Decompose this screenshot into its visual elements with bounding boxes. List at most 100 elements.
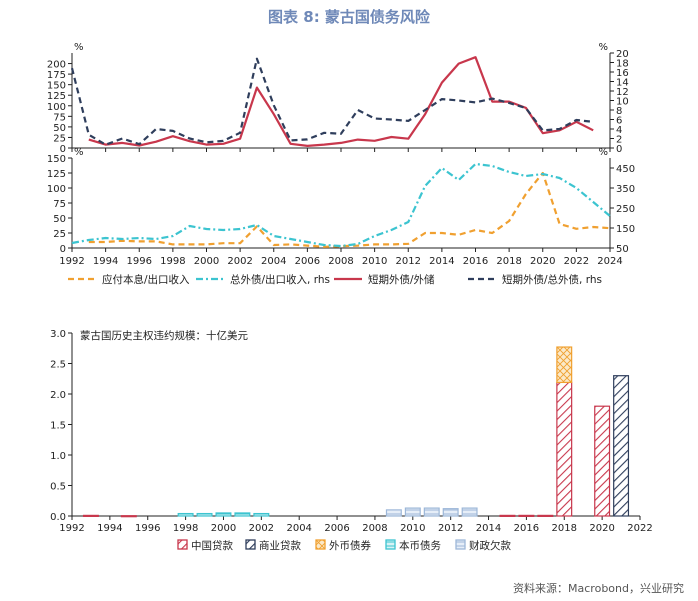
bar xyxy=(215,512,232,517)
x-tick-label: 2020 xyxy=(589,523,614,534)
right-axis-unit: % xyxy=(598,147,608,158)
figure-source: 资料来源：Macrobond，兴业研究 xyxy=(513,582,684,595)
bar-panel-title: 蒙古国历史主权违约规模：十亿美元 xyxy=(80,329,248,342)
left-tick-label: 0 xyxy=(60,144,66,155)
legend-label: 商业贷款 xyxy=(259,539,301,552)
left-tick-label: 25 xyxy=(53,133,66,144)
middle-line-panel: 0 25 50 75 100 125 150 50 150 250 350 450 1992 1994 19… xyxy=(47,147,635,267)
x-tick-label: 2010 xyxy=(362,256,387,267)
right-tick-label: 12 xyxy=(616,87,629,98)
right-tick-label: 2 xyxy=(616,135,622,146)
x-tick-label: 2022 xyxy=(627,523,652,534)
legend-label: 本币债务 xyxy=(399,539,441,552)
x-tick-label: 1996 xyxy=(135,523,160,534)
x-tick-label: 2000 xyxy=(211,523,236,534)
x-tick-label: 2004 xyxy=(261,256,286,267)
bar xyxy=(499,514,516,517)
left-tick-label: 25 xyxy=(53,229,66,240)
legend-label: 外币债券 xyxy=(329,539,371,552)
x-tick-label: 2022 xyxy=(564,256,589,267)
left-tick-label: 75 xyxy=(53,199,66,210)
bar xyxy=(234,512,251,517)
y-tick-label: 3.0 xyxy=(50,329,66,340)
legend-swatch xyxy=(177,539,188,550)
left-tick-label: 200 xyxy=(47,60,66,71)
x-tick-label: 1992 xyxy=(59,523,84,534)
x-tick-label: 2002 xyxy=(249,523,274,534)
left-axis-unit: % xyxy=(74,42,84,53)
legend-swatch xyxy=(315,539,326,550)
figure-title: 图表 8: 蒙古国债务风险 xyxy=(268,8,430,26)
bar xyxy=(196,512,213,517)
legend-label: 中国贷款 xyxy=(191,539,233,552)
y-tick-label: 2.5 xyxy=(50,360,66,371)
right-tick-label: 450 xyxy=(616,164,635,175)
series-line xyxy=(88,56,594,147)
bar-panel: 0.0 0.5 1.0 1.5 2.0 2.5 3.0 1992 1994 1996 1998 200… xyxy=(50,329,653,534)
right-tick-label: 14 xyxy=(616,78,629,89)
y-tick-label: 2.0 xyxy=(50,390,66,401)
right-tick-label: 4 xyxy=(616,125,622,136)
y-tick-label: 1.0 xyxy=(50,451,66,462)
legend-label: 财政欠款 xyxy=(469,539,511,552)
x-tick-label: 1996 xyxy=(127,256,152,267)
bar xyxy=(556,381,573,517)
series-line xyxy=(88,171,611,248)
right-tick-label: 6 xyxy=(616,116,622,127)
series-line xyxy=(70,57,594,146)
bar xyxy=(556,346,573,384)
x-tick-label: 2018 xyxy=(552,523,577,534)
left-tick-label: 150 xyxy=(47,154,66,165)
right-tick-label: 18 xyxy=(616,59,629,70)
bar xyxy=(613,375,630,517)
x-tick-label: 2020 xyxy=(530,256,555,267)
x-tick-label: 2014 xyxy=(429,256,454,267)
x-tick-label: 2018 xyxy=(496,256,521,267)
x-tick-label: 1994 xyxy=(93,256,118,267)
right-tick-label: 250 xyxy=(616,204,635,215)
right-tick-label: 20 xyxy=(616,49,629,60)
left-tick-label: 125 xyxy=(47,91,66,102)
x-tick-label: 2024 xyxy=(597,256,622,267)
x-tick-label: 1994 xyxy=(97,523,122,534)
legend-swatch xyxy=(455,539,466,550)
left-tick-label: 100 xyxy=(47,102,66,113)
x-tick-label: 2012 xyxy=(438,523,463,534)
legend-label: 短期外债/总外债, rhs xyxy=(502,273,602,286)
x-tick-label: 2008 xyxy=(328,256,353,267)
series-line xyxy=(71,162,611,248)
x-tick-label: 2010 xyxy=(400,523,425,534)
bar xyxy=(385,509,402,517)
x-tick-label: 2016 xyxy=(514,523,539,534)
line-legend: 应付本息/出口收入 总外债/出口收入, rhs 短期外债/外储 短期外债/总外债, r… xyxy=(68,273,602,286)
right-tick-label: 16 xyxy=(616,68,629,79)
bar xyxy=(82,514,99,517)
x-tick-label: 2004 xyxy=(286,523,311,534)
right-axis-unit: % xyxy=(598,42,608,53)
x-tick-label: 2000 xyxy=(194,256,219,267)
y-tick-label: 0.5 xyxy=(50,482,66,493)
x-tick-label: 1998 xyxy=(160,256,185,267)
top-line-panel: 025507510012515017520002468101214161820%… xyxy=(47,42,629,155)
x-tick-label: 2016 xyxy=(463,256,488,267)
x-tick-label: 1998 xyxy=(173,523,198,534)
left-tick-label: 50 xyxy=(53,214,66,225)
y-tick-label: 1.5 xyxy=(50,421,66,432)
bar xyxy=(177,512,194,517)
right-tick-label: 10 xyxy=(616,97,629,108)
bar-legend: 中国贷款 商业贷款 外币债券 本币债务 财政欠款 xyxy=(177,539,511,552)
x-tick-label: 2002 xyxy=(227,256,252,267)
bar xyxy=(423,507,440,517)
left-tick-label: 175 xyxy=(47,70,66,81)
x-tick-label: 2006 xyxy=(295,256,320,267)
x-tick-label: 2012 xyxy=(396,256,421,267)
bar xyxy=(518,514,535,517)
legend-swatch xyxy=(385,539,396,550)
right-tick-label: 150 xyxy=(616,224,635,235)
left-axis-unit: % xyxy=(74,147,84,158)
legend-label: 短期外债/外储 xyxy=(368,273,435,286)
left-tick-label: 0 xyxy=(60,244,66,255)
bar xyxy=(461,507,478,517)
bar xyxy=(442,508,459,517)
